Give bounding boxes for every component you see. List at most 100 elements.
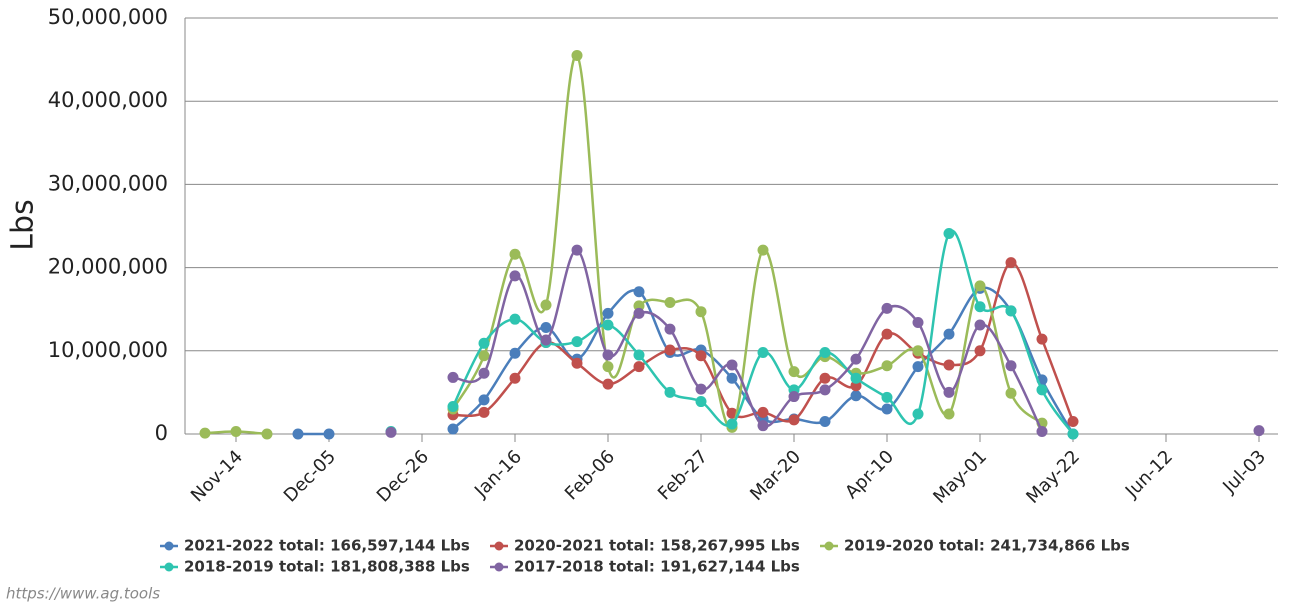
- point: [478, 394, 490, 406]
- legend-label: 2019-2020 total: 241,734,866 Lbs: [844, 537, 1130, 555]
- point: [509, 313, 521, 325]
- legend-label: 2020-2021 total: 158,267,995 Lbs: [514, 537, 800, 555]
- point: [664, 297, 676, 309]
- point: [509, 270, 521, 282]
- x-tick-label: May-01: [929, 446, 991, 508]
- point: [757, 244, 769, 256]
- line: [451, 54, 1043, 429]
- point: [695, 350, 707, 362]
- y-tick-label: 10,000,000: [48, 338, 168, 362]
- point: [1253, 425, 1265, 437]
- y-tick-label: 50,000,000: [48, 5, 168, 29]
- point: [323, 428, 335, 440]
- point: [912, 361, 924, 373]
- x-tick-label: Mar-20: [746, 446, 805, 505]
- point: [850, 353, 862, 365]
- point: [292, 428, 304, 440]
- point: [447, 371, 459, 383]
- point: [943, 386, 955, 398]
- point: [974, 345, 986, 357]
- x-tick-label: May-22: [1022, 446, 1084, 508]
- point: [1036, 333, 1048, 345]
- point: [788, 366, 800, 378]
- line: [452, 261, 1075, 423]
- point: [726, 418, 738, 430]
- point: [664, 386, 676, 398]
- legend-marker: [164, 541, 174, 551]
- point: [726, 407, 738, 419]
- point: [695, 396, 707, 408]
- point: [571, 49, 583, 61]
- point: [850, 390, 862, 402]
- point: [819, 346, 831, 358]
- point: [199, 427, 211, 439]
- point: [664, 323, 676, 335]
- legend-marker: [164, 562, 174, 572]
- point: [261, 428, 273, 440]
- point: [540, 299, 552, 311]
- point: [695, 383, 707, 395]
- point: [1005, 257, 1017, 269]
- y-axis-title: Lbs: [6, 199, 41, 250]
- point: [695, 306, 707, 318]
- x-tick-label: Jul-03: [1218, 446, 1270, 498]
- point: [602, 349, 614, 361]
- y-tick-label: 40,000,000: [48, 88, 168, 112]
- point: [881, 302, 893, 314]
- point: [478, 337, 490, 349]
- x-tick-label: Feb-06: [561, 446, 619, 504]
- series: [385, 227, 1079, 440]
- point: [912, 408, 924, 420]
- point: [571, 336, 583, 348]
- point: [447, 423, 459, 435]
- point: [478, 350, 490, 362]
- point: [850, 372, 862, 384]
- point: [1036, 426, 1048, 438]
- legend-label: 2017-2018 total: 191,627,144 Lbs: [514, 558, 800, 576]
- point: [633, 286, 645, 298]
- point: [540, 334, 552, 346]
- legend-marker: [824, 541, 834, 551]
- x-tick-label: Nov-14: [187, 446, 247, 506]
- point: [602, 307, 614, 319]
- point: [540, 322, 552, 334]
- point: [664, 344, 676, 356]
- point: [1005, 360, 1017, 372]
- legend-marker: [494, 541, 504, 551]
- legend-label: 2021-2022 total: 166,597,144 Lbs: [184, 537, 470, 555]
- point: [509, 347, 521, 359]
- legend-marker: [494, 562, 504, 572]
- point: [230, 426, 242, 438]
- line: [451, 229, 1075, 435]
- point: [1067, 416, 1079, 428]
- point: [819, 416, 831, 428]
- point: [788, 391, 800, 403]
- point: [726, 359, 738, 371]
- point: [974, 301, 986, 313]
- point: [974, 319, 986, 331]
- point: [943, 359, 955, 371]
- point: [1005, 387, 1017, 399]
- point: [881, 328, 893, 340]
- point: [1036, 384, 1048, 396]
- point: [571, 357, 583, 369]
- point: [571, 244, 583, 256]
- series: [199, 49, 1048, 440]
- point: [726, 372, 738, 384]
- point: [602, 378, 614, 390]
- point: [1067, 428, 1079, 440]
- point: [757, 346, 769, 358]
- point: [509, 248, 521, 260]
- legend-label: 2018-2019 total: 181,808,388 Lbs: [184, 558, 470, 576]
- point: [912, 345, 924, 357]
- credit: https://www.ag.tools: [6, 585, 160, 603]
- point: [447, 401, 459, 413]
- x-tick-label: Feb-27: [654, 446, 712, 504]
- point: [881, 391, 893, 403]
- point: [881, 360, 893, 372]
- point: [478, 367, 490, 379]
- point: [819, 372, 831, 384]
- point: [757, 406, 769, 418]
